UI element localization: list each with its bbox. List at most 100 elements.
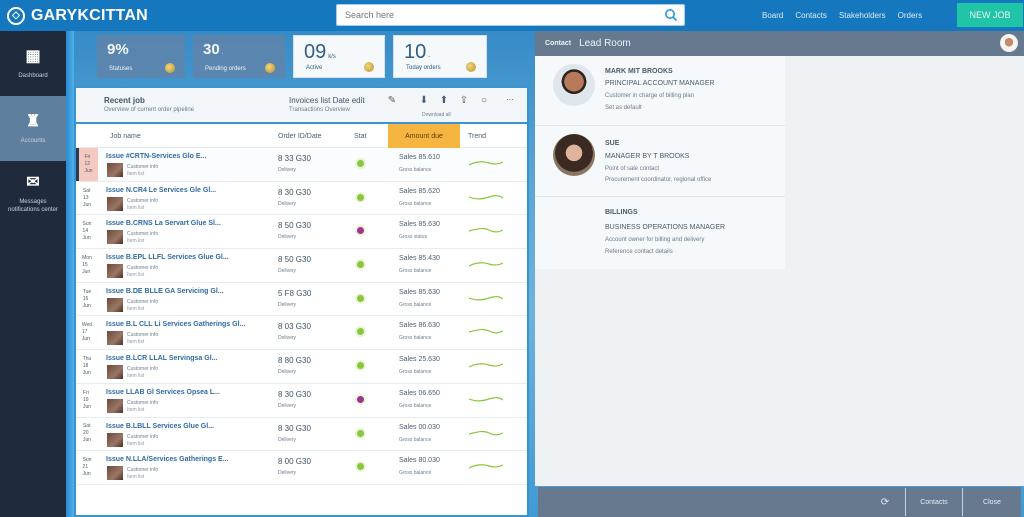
nav-link-contacts[interactable]: Contacts xyxy=(795,11,827,20)
sparkline-icon xyxy=(469,430,503,435)
sparkline-icon xyxy=(469,228,503,233)
invoices-link[interactable]: Invoices list Date edit xyxy=(289,96,365,105)
brand[interactable]: ◇ GARYKCITTAN xyxy=(7,6,148,25)
job-title-link[interactable]: Issue N.CR4 Le Services Gle Gl... xyxy=(106,186,217,194)
sidebar-item-label: Accounts xyxy=(20,137,46,144)
amount-due: Sales 00.030 xyxy=(399,423,440,431)
stat-label: Statuses xyxy=(109,66,133,72)
share-icon[interactable]: ⇪ xyxy=(459,94,469,106)
stat-card-statuses[interactable]: 9% Statuses xyxy=(97,35,185,78)
status-dot-icon xyxy=(355,427,366,439)
amount-label: Gross balance xyxy=(399,402,432,409)
amount-label: Gross balance xyxy=(399,268,432,275)
sparkline-icon xyxy=(469,295,503,301)
job-title-link[interactable]: Issue N.LLA/Services Gatherings E... xyxy=(106,456,229,464)
contacts-button[interactable]: Contacts xyxy=(920,498,948,506)
table-row[interactable]: Sun 14 Jun Issue B.CRNS La Servart Glue … xyxy=(76,215,527,250)
table-row[interactable]: Thu 18 Jun Issue B.LCR LLAL Servingsa Gl… xyxy=(76,350,527,384)
job-title-link[interactable]: Issue B.L CLL Li Services Gatherings Gl.… xyxy=(106,321,246,329)
job-title-link[interactable]: Issue B.LCR LLAL Servingsa Gl... xyxy=(106,355,218,363)
nav-link-board[interactable]: Board xyxy=(762,11,784,20)
status-dot-icon xyxy=(355,259,366,271)
status-dot-icon xyxy=(355,326,366,338)
nav-link-orders[interactable]: Orders xyxy=(897,11,923,20)
order-type: Delivery xyxy=(278,436,297,443)
job-meta: Item list xyxy=(127,305,145,312)
sidebar-item-messages[interactable]: ✉ Messages notifications center xyxy=(0,161,66,226)
amount-label: Gross balance xyxy=(399,167,432,173)
sparkline-icon xyxy=(469,194,503,200)
table-row[interactable]: Sat 13 Jun Issue N.CR4 Le Services Gle G… xyxy=(76,182,527,216)
user-avatar[interactable] xyxy=(1000,34,1018,52)
sparkline-icon xyxy=(469,363,503,368)
date-marker: Fri 12 Jun xyxy=(76,148,98,181)
table-row[interactable]: Wed 17 Jun Issue B.L CLL Li Services Gat… xyxy=(76,316,527,351)
job-thumbnail xyxy=(107,365,123,380)
table-row[interactable]: Mon 15 Jun Issue B.EPL LLFL Services Glu… xyxy=(76,249,527,283)
amount-due: Sales 86.630 xyxy=(399,322,440,330)
stat-card-pending[interactable]: 30. Pending orders xyxy=(193,35,285,78)
contact-note: Customer in charge of billing plan xyxy=(605,93,695,99)
nav-link-stakeholders[interactable]: Stakeholders xyxy=(838,11,886,20)
column-job-name[interactable]: Job name xyxy=(110,132,141,140)
contact-photo xyxy=(553,64,595,106)
job-meta: Item list xyxy=(127,339,145,346)
refresh-icon[interactable]: ⟳ xyxy=(880,496,890,508)
amount-due: Sales 85.630 xyxy=(399,221,440,229)
contact-card[interactable]: BILLINGS BUSINESS OPERATIONS MANAGER Acc… xyxy=(535,197,785,269)
job-meta: Customer info xyxy=(127,164,159,170)
column-trend[interactable]: Trend xyxy=(468,132,487,140)
sparkline-icon xyxy=(469,262,503,267)
column-status[interactable]: Stat xyxy=(354,132,367,140)
contact-panel-header: Contact Lead Room xyxy=(535,31,1024,56)
contact-role: PRINCIPAL ACCOUNT MANAGER xyxy=(605,80,715,87)
order-type: Delivery xyxy=(278,167,297,173)
search-input[interactable] xyxy=(337,5,658,25)
order-id: 5 F8 G30 xyxy=(278,288,312,298)
date-marker: Tue 16 Jun xyxy=(82,288,92,309)
amount-label: Gross balance xyxy=(399,200,432,207)
panel-title: Recent job xyxy=(104,96,145,105)
order-type: Delivery xyxy=(278,402,297,409)
order-id: 8 00 G30 xyxy=(278,457,311,467)
job-meta: Customer info xyxy=(127,366,159,373)
column-amount-due[interactable]: Amount due xyxy=(388,124,460,148)
amount-due: Sales 85.430 xyxy=(399,255,440,263)
download-icon[interactable]: ⬇ xyxy=(419,94,429,106)
status-dot-icon xyxy=(355,393,366,405)
sidebar-item-accounts[interactable]: ♜ Accounts xyxy=(0,96,66,161)
close-button[interactable]: Close xyxy=(983,498,1001,506)
job-thumbnail xyxy=(107,398,123,413)
circle-icon[interactable]: ○ xyxy=(480,94,488,106)
date-marker: Wed 17 Jun xyxy=(81,322,93,343)
table-row[interactable]: Tue 16 Jun Issue B.DE BLLE GA Servicing … xyxy=(76,283,527,317)
search-icon[interactable] xyxy=(658,8,684,22)
upload-icon[interactable]: ⬆ xyxy=(439,94,449,106)
contact-card[interactable]: SUE MANAGER BY T BROOKS Point of sale co… xyxy=(535,126,785,197)
order-id: 8 03 G30 xyxy=(278,322,311,332)
job-title-link[interactable]: Issue #CRTN-Services Glo E... xyxy=(106,153,207,160)
order-id: 8 50 G30 xyxy=(278,255,311,265)
contact-card[interactable]: MARK MIT BROOKS PRINCIPAL ACCOUNT MANAGE… xyxy=(535,56,785,126)
job-title-link[interactable]: Issue B.EPL LLFL Services Glue Gl... xyxy=(106,254,229,262)
job-thumbnail xyxy=(107,466,123,481)
order-id: 8 30 G30 xyxy=(278,187,311,197)
table-row[interactable]: Sun 21 Jun Issue N.LLA/Services Gatherin… xyxy=(76,451,527,485)
job-title-link[interactable]: Issue B.CRNS La Servart Glue Sl... xyxy=(106,220,221,228)
table-row[interactable]: Fri 12 Jun Issue #CRTN-Services Glo E...… xyxy=(76,148,527,182)
edit-icon[interactable]: ✎ xyxy=(387,94,397,106)
more-icon[interactable]: ⋯ xyxy=(506,97,514,104)
column-order-id[interactable]: Order ID/Date xyxy=(278,132,322,140)
sidebar-item-dashboard[interactable]: ▦ Dashboard xyxy=(0,31,66,96)
job-title-link[interactable]: Issue B.DE BLLE GA Servicing Gl... xyxy=(106,287,224,295)
table-row[interactable]: Fri 19 Jun Issue LLAB Gl Services Opsea … xyxy=(76,384,527,418)
job-meta: Customer info xyxy=(127,298,159,305)
stat-card-today[interactable]: 10- Today orders xyxy=(393,35,487,78)
new-job-button[interactable]: NEW JOB xyxy=(957,3,1023,27)
job-title-link[interactable]: Issue LLAB Gl Services Opsea L... xyxy=(106,388,220,396)
job-title-link[interactable]: Issue B.LBLL Services Glue Gl... xyxy=(106,422,215,430)
panel-toolbar: Recent job Overview of current order pip… xyxy=(76,88,527,124)
table-row[interactable]: Sat 20 Jun Issue B.LBLL Services Glue Gl… xyxy=(76,418,527,452)
stat-card-active[interactable]: 09 k/s Active xyxy=(293,35,385,78)
order-id: 8 50 G30 xyxy=(278,221,311,231)
